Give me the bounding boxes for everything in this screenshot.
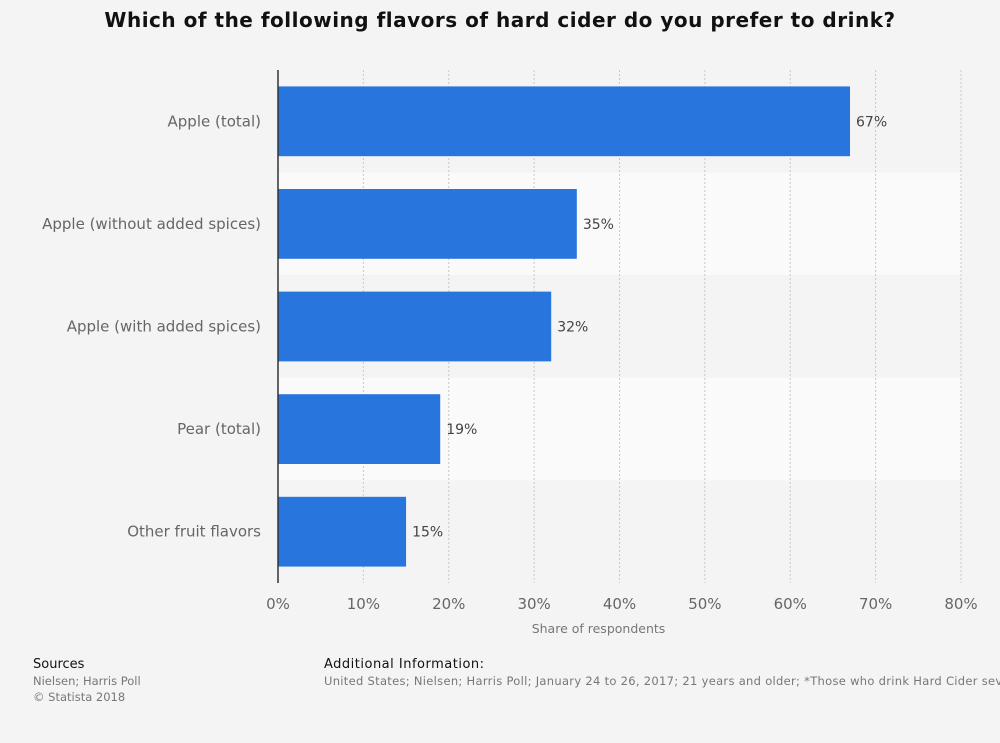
category-label: Apple (total) [168,112,261,130]
chart-title: Which of the following flavors of hard c… [104,8,896,32]
bar [278,189,577,259]
x-axis-title: Share of respondents [532,621,666,636]
category-label: Apple (with added spices) [67,318,261,336]
sources-text: Nielsen; Harris Poll [33,674,141,688]
copyright-text: © Statista 2018 [33,690,126,704]
additional-info-block: Additional Information: United States; N… [324,657,1000,688]
category-label: Pear (total) [177,420,261,438]
bar [278,291,552,362]
data-label: 19% [446,422,477,438]
category-label: Other fruit flavors [127,523,261,541]
x-tick-label: 30% [517,595,550,613]
x-tick-label: 50% [688,595,721,613]
data-label: 35% [583,217,614,233]
x-tick-label: 70% [859,595,892,613]
data-label: 67% [856,114,887,130]
bar [278,394,441,464]
x-tick-label: 20% [432,595,465,613]
additional-info-heading: Additional Information: [324,657,485,672]
additional-info-text: United States; Nielsen; Harris Poll; Jan… [324,674,1000,688]
bar [278,86,851,157]
x-tick-label: 80% [944,595,977,613]
x-tick-label: 0% [266,595,290,613]
sources-heading: Sources [33,657,85,672]
x-tick-label: 60% [774,595,807,613]
x-tick-label: 40% [603,595,636,613]
bar [278,496,407,567]
x-tick-label: 10% [347,595,380,613]
data-label: 15% [412,525,443,541]
bar-chart: 0% 10% 20% 30% 40% 50% 60% 70% 80% Apple (total) 6… [42,70,978,636]
category-label: Apple (without added spices) [42,215,261,233]
sources-block: Sources Nielsen; Harris Poll © Statista … [33,657,141,704]
data-label: 32% [557,320,588,336]
